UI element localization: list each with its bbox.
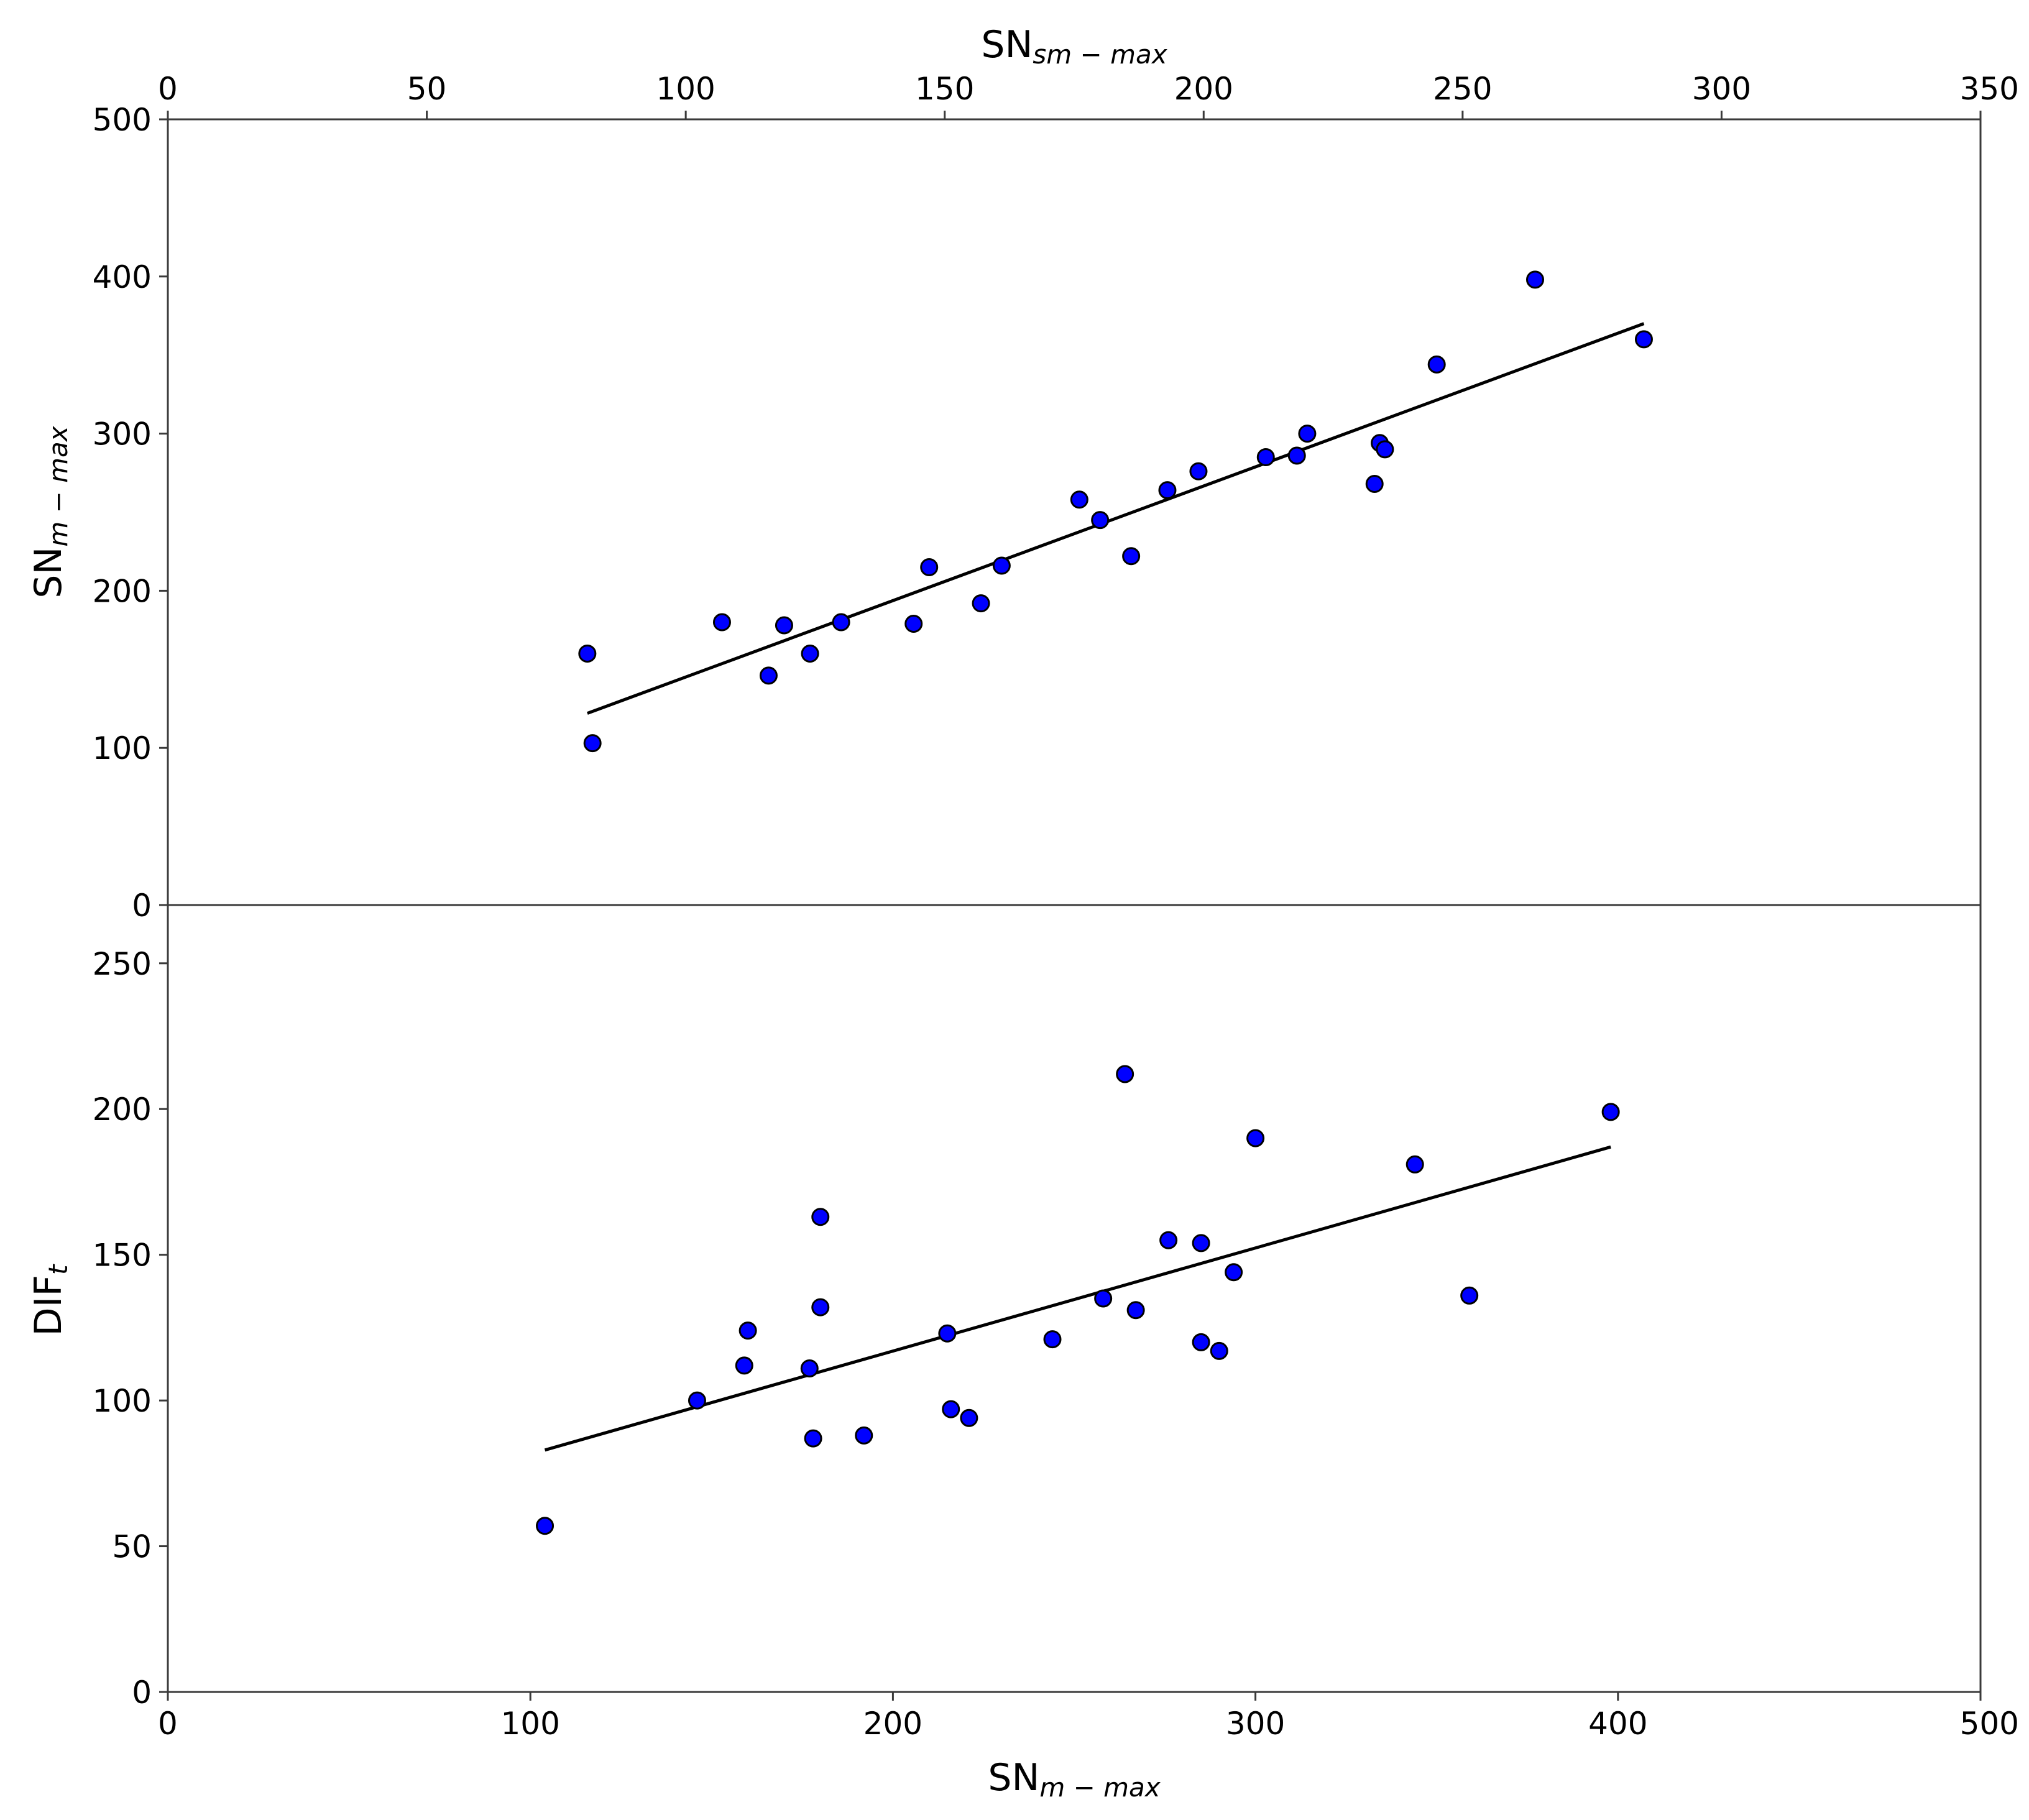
bottom-x-tick-label: 100: [500, 1706, 559, 1742]
bottom-plot-frame: [167, 904, 1982, 1693]
top-points-group: [578, 270, 1653, 753]
top-data-point: [1091, 511, 1110, 530]
top-data-point: [1298, 425, 1317, 443]
bottom-x-tick-label: 0: [158, 1706, 178, 1742]
top-x-tick-label: 150: [915, 71, 974, 107]
top-y-tick-label: 0: [132, 888, 152, 924]
top-y-axis-title: SNm − max: [27, 425, 73, 598]
bottom-data-point: [1159, 1231, 1178, 1249]
bottom-data-point: [738, 1321, 757, 1340]
top-x-tick-label: 100: [656, 71, 715, 107]
top-data-point: [904, 614, 923, 633]
bottom-data-point: [1094, 1289, 1113, 1308]
bottom-data-point: [1043, 1330, 1062, 1349]
bottom-axis-ticks: 0 50 100 150 200 250 0 100 200 300 400 500: [93, 946, 2019, 1742]
bottom-data-point: [1601, 1103, 1620, 1121]
bottom-x-tick-label: 200: [863, 1706, 922, 1742]
bottom-data-point: [1126, 1301, 1145, 1320]
bottom-y-tick-label: 100: [93, 1383, 152, 1419]
bottom-x-tick-label: 500: [1960, 1706, 2019, 1742]
top-data-point: [1256, 448, 1275, 467]
bottom-data-point: [960, 1409, 978, 1427]
bottom-data-point: [1192, 1333, 1210, 1351]
top-data-point: [1365, 474, 1384, 493]
bottom-y-tick-label: 50: [112, 1529, 152, 1565]
bottom-fit-line: [544, 1145, 1611, 1452]
top-data-point: [1122, 547, 1141, 566]
bottom-data-point: [938, 1324, 957, 1343]
top-data-point: [1376, 440, 1394, 459]
top-data-point: [712, 613, 731, 632]
top-y-tick-label: 500: [93, 102, 152, 138]
bottom-panel: 0 50 100 150 200 250 0 100 200 300 400 500 SNm − ma…: [27, 904, 2019, 1803]
top-x-axis-title: SNsm − max: [981, 23, 1167, 70]
bottom-data-point: [1210, 1341, 1228, 1360]
top-data-point: [1070, 490, 1088, 509]
bottom-data-point: [811, 1208, 830, 1226]
top-data-point: [801, 645, 819, 663]
bottom-data-point: [942, 1400, 960, 1418]
top-data-point: [832, 613, 850, 632]
bottom-x-tick-label: 400: [1588, 1706, 1647, 1742]
bottom-x-axis-title: SNm − max: [988, 1756, 1161, 1803]
top-x-tick-label: 200: [1174, 71, 1233, 107]
bottom-data-point: [855, 1426, 873, 1445]
bottom-data-point: [1116, 1065, 1134, 1083]
bottom-data-point: [800, 1359, 819, 1378]
bottom-y-axis-title: DIFt: [27, 1264, 73, 1336]
bottom-data-point: [735, 1356, 753, 1375]
bottom-data-point: [1406, 1155, 1424, 1174]
top-data-point: [1634, 330, 1653, 349]
top-data-point: [578, 645, 597, 663]
top-x-tick-label: 350: [1960, 71, 2019, 107]
top-data-point: [583, 734, 602, 753]
top-data-point: [759, 666, 778, 685]
bottom-data-point: [536, 1517, 554, 1535]
top-data-point: [992, 556, 1011, 575]
bottom-data-point: [1246, 1129, 1265, 1147]
top-data-point: [775, 616, 793, 635]
top-data-point: [1158, 481, 1177, 500]
top-data-point: [1427, 355, 1446, 374]
bottom-points-group: [536, 1065, 1620, 1535]
top-data-point: [920, 558, 939, 576]
bottom-data-point: [804, 1429, 822, 1448]
bottom-fit-line-group: [544, 1145, 1611, 1452]
top-y-tick-label: 200: [93, 573, 152, 609]
bottom-data-point: [811, 1298, 830, 1317]
bottom-data-point: [1225, 1263, 1243, 1282]
top-plot-frame: [167, 118, 1982, 906]
top-y-tick-label: 400: [93, 259, 152, 295]
top-x-tick-label: 250: [1433, 71, 1492, 107]
bottom-data-point: [1460, 1286, 1479, 1305]
top-x-tick-label: 50: [407, 71, 447, 107]
top-data-point: [1189, 462, 1208, 480]
top-fit-line: [586, 322, 1645, 715]
top-x-tick-label: 0: [158, 71, 178, 107]
bottom-y-tick-label: 250: [93, 946, 152, 982]
bottom-y-tick-label: 150: [93, 1238, 152, 1274]
bottom-data-point: [688, 1391, 706, 1410]
top-x-tick-label: 300: [1692, 71, 1751, 107]
top-y-tick-label: 100: [93, 730, 152, 766]
top-y-tick-label: 300: [93, 416, 152, 453]
top-data-point: [1525, 270, 1544, 289]
bottom-y-tick-label: 200: [93, 1092, 152, 1128]
bottom-x-tick-label: 300: [1226, 1706, 1285, 1742]
bottom-y-tick-label: 0: [132, 1675, 152, 1711]
top-fit-line-group: [586, 322, 1645, 715]
top-data-point: [972, 594, 990, 613]
bottom-data-point: [1192, 1234, 1210, 1252]
top-data-point: [1287, 446, 1306, 465]
